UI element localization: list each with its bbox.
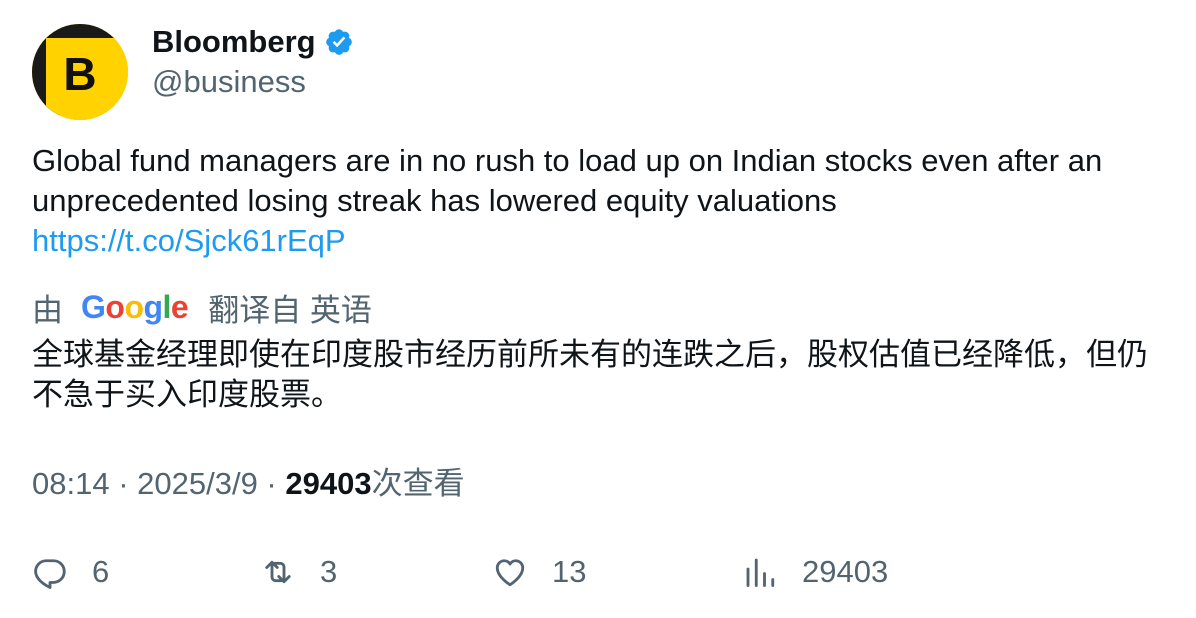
reply-button[interactable]: 6: [32, 550, 109, 594]
bloomberg-logo-icon: B: [32, 24, 128, 120]
tweet-text: Global fund managers are in no rush to l…: [32, 143, 1103, 218]
retweet-icon: [265, 560, 291, 584]
analytics-icon: [746, 558, 775, 587]
translation-suffix: 翻译自 英语: [208, 292, 372, 328]
views-action-count: 29403: [802, 554, 889, 589]
author-handle[interactable]: @business: [152, 64, 306, 99]
retweet-button[interactable]: 3: [260, 550, 337, 594]
tweet-meta: 08:14 · 2025/3/9 · 29403 次查看: [32, 464, 465, 504]
meta-separator: ·: [109, 466, 138, 501]
author-name[interactable]: Bloomberg: [152, 24, 316, 59]
like-count: 13: [552, 554, 587, 589]
avatar-letter: B: [63, 48, 96, 100]
retweet-count: 3: [320, 554, 338, 589]
translated-text: 全球基金经理即使在印度股市经历前所未有的连跌之后，股权估值已经降低，但仍不急于买…: [32, 337, 1148, 413]
verified-badge-icon: [325, 29, 352, 55]
like-button[interactable]: 13: [492, 550, 586, 594]
author-name-row[interactable]: Bloomberg: [152, 22, 354, 62]
tweet-date[interactable]: 2025/3/9: [137, 466, 258, 501]
views-label: 次查看: [371, 466, 465, 501]
avatar[interactable]: B: [32, 24, 128, 120]
tweet-time[interactable]: 08:14: [32, 466, 110, 501]
reply-count: 6: [92, 554, 110, 589]
views-button[interactable]: 29403: [742, 550, 888, 594]
tweet-link[interactable]: https://t.co/Sjck61rEqP: [32, 223, 346, 258]
views-count: 29403: [285, 466, 372, 501]
heart-icon: [495, 559, 525, 587]
translation-prefix: 由: [32, 292, 63, 328]
reply-icon: [34, 559, 66, 589]
tweet-body: Global fund managers are in no rush to l…: [32, 141, 1172, 261]
meta-separator: ·: [257, 466, 286, 501]
action-bar: 6 3 13 29403: [32, 550, 1172, 594]
